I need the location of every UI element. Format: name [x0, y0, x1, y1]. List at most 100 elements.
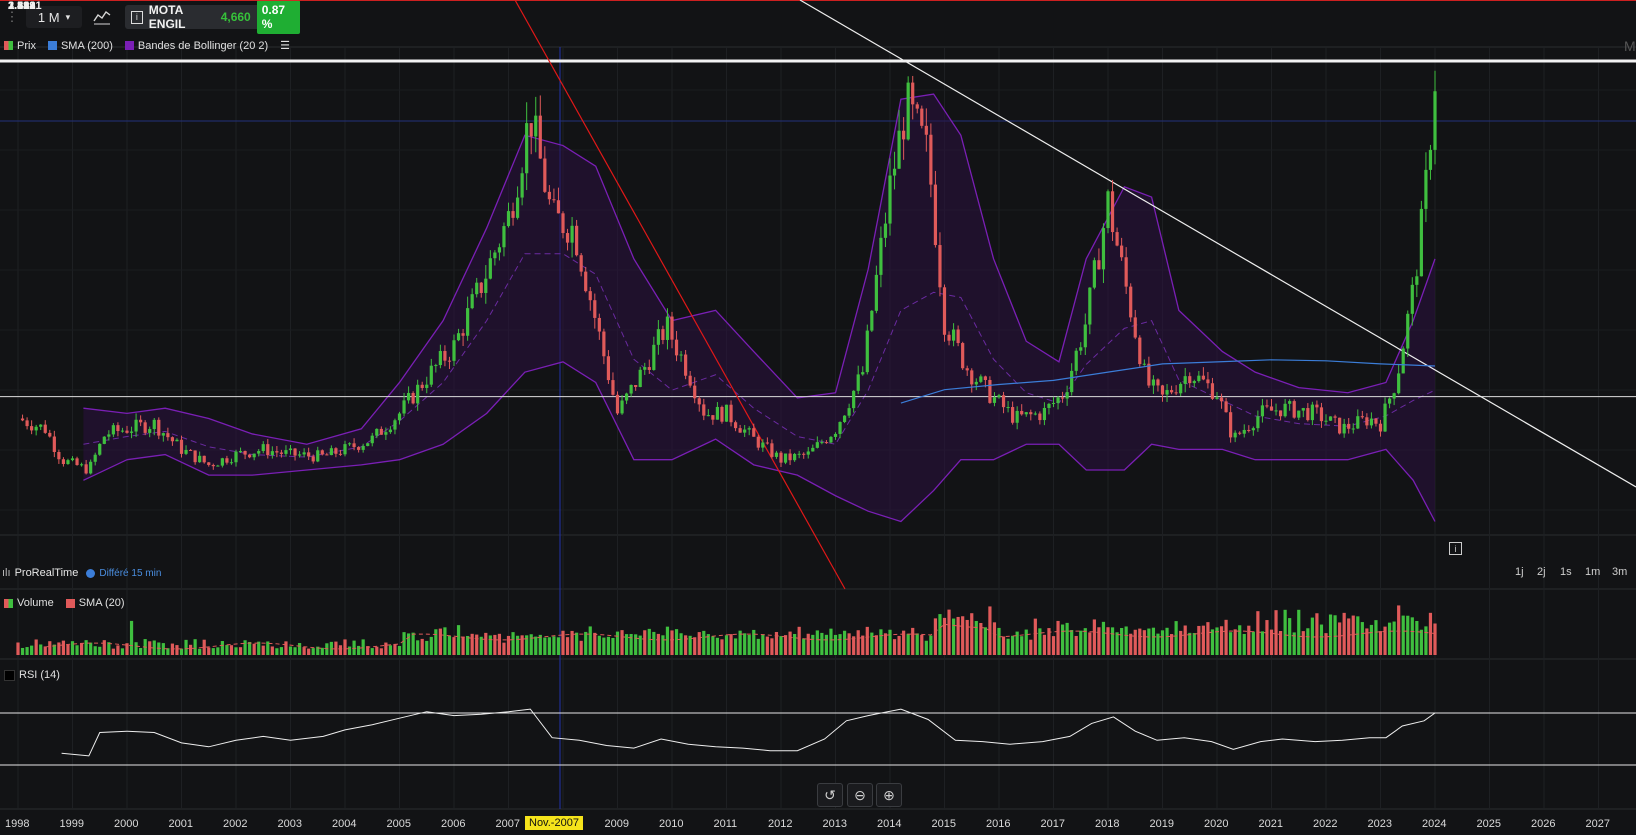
- volume-bar: [529, 634, 533, 655]
- legend-label-volume[interactable]: Volume: [17, 597, 54, 609]
- volume-bar: [1347, 618, 1351, 655]
- range-button-1s[interactable]: 1s: [1560, 566, 1572, 578]
- candle-body: [406, 392, 411, 401]
- volume-bar: [1278, 631, 1283, 655]
- legend-label-prix[interactable]: Prix: [17, 39, 36, 52]
- toolbar: ⋮ 1 M ▾ i MOTA ENGIL 4,660 0.87 %: [0, 0, 1636, 34]
- candle-body: [1070, 370, 1074, 393]
- volume-bar: [129, 620, 134, 655]
- info-icon[interactable]: i: [131, 10, 143, 24]
- candle-body: [361, 445, 365, 450]
- legend-label-sma20[interactable]: SMA (20): [78, 597, 125, 609]
- candle-body: [84, 464, 88, 474]
- candle-body: [1174, 392, 1178, 394]
- candle-body: [861, 372, 865, 375]
- candle-body: [434, 365, 438, 367]
- volume-bar: [515, 635, 520, 655]
- range-button-2j[interactable]: 2j: [1537, 566, 1546, 578]
- candle-body: [1056, 397, 1060, 403]
- candle-body: [198, 455, 202, 463]
- candle-body: [316, 450, 320, 462]
- candle-body: [870, 310, 874, 331]
- candle-body: [951, 329, 956, 341]
- instrument-badge[interactable]: i MOTA ENGIL 4,660 0.87 %: [125, 0, 300, 34]
- volume-bar: [697, 632, 701, 655]
- candle-body: [1238, 432, 1242, 434]
- legend-label-bollinger[interactable]: Bandes de Bollinger (20 2): [137, 39, 269, 52]
- candle-body: [502, 226, 506, 248]
- drag-handle-icon[interactable]: ⋮: [5, 9, 19, 24]
- volume-bar: [788, 631, 792, 655]
- volume-bar: [125, 643, 129, 655]
- legend-label-sma200[interactable]: SMA (200): [60, 39, 113, 52]
- volume-bar: [1138, 628, 1142, 655]
- candle-body: [134, 419, 138, 432]
- candle-body: [243, 450, 247, 455]
- volume-bar: [1260, 631, 1265, 655]
- volume-bar: [1020, 636, 1024, 655]
- candle-body: [202, 455, 206, 463]
- volume-bar: [1124, 626, 1128, 655]
- chart-type-icon[interactable]: [90, 6, 114, 28]
- volume-bar: [647, 628, 651, 655]
- range-button-3m[interactable]: 3m: [1612, 566, 1628, 578]
- volume-bar: [1206, 622, 1210, 655]
- volume-bar: [25, 647, 29, 655]
- candle-body: [207, 462, 211, 465]
- volume-bar: [297, 643, 302, 655]
- zoom-in-icon[interactable]: ⊕: [876, 783, 902, 807]
- volume-bar: [702, 630, 706, 655]
- volume-bar: [302, 647, 306, 655]
- candle-body: [34, 426, 38, 431]
- timeframe-select[interactable]: 1 M ▾: [26, 6, 82, 28]
- candle-body: [920, 108, 924, 126]
- volume-sma-line: [45, 623, 1436, 650]
- x-axis-tick-label: 2017: [1040, 818, 1065, 830]
- candle-body: [279, 452, 284, 454]
- candle-body: [575, 225, 579, 256]
- list-icon[interactable]: ☰: [280, 40, 291, 52]
- candle-body: [1151, 379, 1156, 386]
- candle-body: [1247, 429, 1251, 431]
- candle-body: [1415, 276, 1419, 285]
- volume-bar: [883, 633, 888, 655]
- volume-bar: [838, 634, 842, 655]
- candle-body: [1410, 284, 1414, 314]
- volume-bar: [611, 637, 615, 655]
- candle-body: [1274, 410, 1278, 412]
- x-axis-tick-label: 2005: [386, 818, 411, 830]
- volume-bar: [1242, 633, 1246, 655]
- x-axis-tick-label: 2012: [768, 818, 793, 830]
- volume-bar: [243, 640, 247, 655]
- candle-body: [297, 454, 302, 456]
- candle-body: [443, 351, 447, 361]
- volume-bar: [588, 626, 592, 655]
- volume-bar: [1247, 625, 1251, 655]
- candle-body: [820, 442, 824, 444]
- volume-bar: [1251, 631, 1255, 655]
- x-axis-tick-label: 2004: [332, 818, 357, 830]
- candle-body: [1383, 403, 1387, 432]
- volume-bar: [1165, 627, 1169, 655]
- volume-bar: [198, 648, 202, 655]
- volume-bar: [974, 620, 978, 655]
- volume-bar: [1051, 636, 1056, 655]
- candle-body: [175, 439, 179, 442]
- candle-body: [829, 436, 833, 443]
- volume-bar: [416, 640, 420, 655]
- info-icon-chart[interactable]: i: [1449, 542, 1462, 555]
- range-button-1m[interactable]: 1m: [1585, 566, 1601, 578]
- legend-label-rsi[interactable]: RSI (14): [19, 669, 60, 681]
- candle-body: [1433, 91, 1437, 150]
- delay-label: Différé 15 min: [99, 567, 162, 579]
- candle-body: [252, 453, 256, 458]
- reset-zoom-icon[interactable]: ↺: [817, 783, 843, 807]
- volume-bar: [870, 632, 874, 655]
- candle-body: [565, 233, 570, 243]
- x-axis-tick-label: 2023: [1367, 818, 1392, 830]
- candle-body: [93, 454, 97, 462]
- candle-body: [61, 459, 66, 465]
- zoom-out-icon[interactable]: ⊖: [847, 783, 873, 807]
- range-button-1j[interactable]: 1j: [1515, 566, 1524, 578]
